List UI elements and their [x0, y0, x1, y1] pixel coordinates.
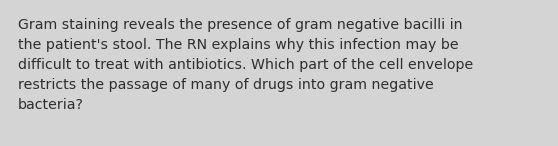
- Text: Gram staining reveals the presence of gram negative bacilli in
the patient's sto: Gram staining reveals the presence of gr…: [18, 18, 473, 112]
